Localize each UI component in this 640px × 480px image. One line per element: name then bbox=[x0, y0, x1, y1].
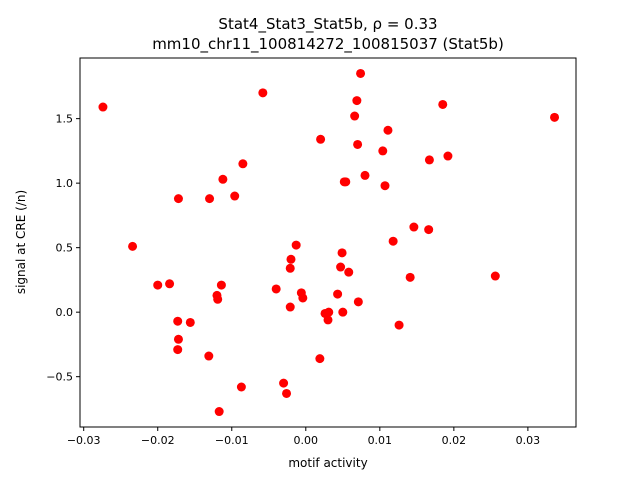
data-point-49 bbox=[383, 125, 393, 135]
data-point-43 bbox=[353, 139, 363, 149]
data-point-12 bbox=[213, 294, 223, 304]
data-point-25 bbox=[286, 254, 296, 264]
data-point-18 bbox=[214, 407, 224, 417]
data-point-58 bbox=[490, 271, 500, 281]
data-point-7 bbox=[173, 194, 183, 204]
chart-title-line2: mm10_chr11_100814272_100815037 (Stat5b) bbox=[152, 35, 504, 54]
data-point-39 bbox=[341, 177, 351, 187]
data-point-0 bbox=[98, 102, 108, 112]
data-point-17 bbox=[238, 159, 248, 169]
y-tick-label: 1.0 bbox=[56, 177, 74, 190]
y-tick-label: 0.5 bbox=[56, 242, 74, 255]
data-point-34 bbox=[333, 289, 343, 299]
x-tick-label: 0.01 bbox=[368, 434, 393, 447]
x-tick-label: 0.02 bbox=[442, 434, 467, 447]
data-point-42 bbox=[352, 96, 362, 106]
data-point-52 bbox=[405, 272, 415, 282]
data-point-22 bbox=[282, 388, 292, 398]
data-point-32 bbox=[323, 315, 333, 325]
data-point-47 bbox=[378, 146, 388, 156]
data-point-44 bbox=[353, 297, 363, 307]
data-point-23 bbox=[285, 302, 295, 312]
data-point-59 bbox=[550, 112, 560, 122]
data-point-33 bbox=[324, 307, 334, 317]
data-point-10 bbox=[205, 194, 215, 204]
data-point-14 bbox=[218, 174, 228, 184]
data-point-29 bbox=[315, 354, 325, 364]
data-point-9 bbox=[204, 351, 214, 361]
chart-title-line1: Stat4_Stat3_Stat5b, ρ = 0.33 bbox=[218, 15, 437, 34]
data-point-1 bbox=[128, 241, 138, 251]
data-point-8 bbox=[185, 317, 195, 327]
data-point-30 bbox=[316, 134, 326, 144]
data-point-40 bbox=[344, 267, 354, 277]
data-point-57 bbox=[443, 151, 453, 161]
data-point-53 bbox=[409, 222, 419, 232]
data-point-37 bbox=[338, 307, 348, 317]
data-point-4 bbox=[173, 316, 183, 326]
data-points bbox=[98, 68, 560, 417]
data-point-50 bbox=[388, 236, 398, 246]
data-point-48 bbox=[380, 181, 390, 191]
data-point-20 bbox=[271, 284, 281, 294]
data-point-28 bbox=[298, 293, 308, 303]
x-tick-label: 0.03 bbox=[516, 434, 541, 447]
x-tick-label: 0.00 bbox=[294, 434, 319, 447]
y-tick-label: 0.0 bbox=[56, 306, 74, 319]
data-point-46 bbox=[360, 170, 370, 180]
data-point-6 bbox=[173, 345, 183, 355]
data-point-45 bbox=[356, 68, 366, 78]
y-tick-label: 1.5 bbox=[56, 113, 74, 126]
data-point-56 bbox=[438, 99, 448, 109]
data-point-54 bbox=[424, 225, 434, 235]
data-point-51 bbox=[394, 320, 404, 330]
x-tick-label: −0.02 bbox=[141, 434, 175, 447]
plot-area bbox=[80, 58, 576, 427]
data-point-2 bbox=[153, 280, 163, 290]
data-point-16 bbox=[236, 382, 246, 392]
y-axis-label: signal at CRE (/n) bbox=[14, 190, 28, 294]
data-point-15 bbox=[230, 191, 240, 201]
data-point-24 bbox=[285, 263, 295, 273]
data-point-35 bbox=[336, 262, 346, 272]
data-point-36 bbox=[337, 248, 347, 258]
data-point-55 bbox=[424, 155, 434, 165]
data-point-5 bbox=[173, 334, 183, 344]
data-point-41 bbox=[350, 111, 360, 121]
data-point-19 bbox=[258, 88, 268, 98]
x-tick-label: −0.01 bbox=[215, 434, 249, 447]
y-tick-label: −0.5 bbox=[46, 371, 73, 384]
x-axis-label: motif activity bbox=[288, 456, 367, 470]
data-point-13 bbox=[216, 280, 226, 290]
data-point-3 bbox=[165, 279, 175, 289]
x-axis-ticks: −0.03 −0.02 −0.01 0.00 0.01 0.02 0.03 bbox=[67, 427, 540, 447]
x-tick-label: −0.03 bbox=[67, 434, 101, 447]
data-point-21 bbox=[279, 378, 289, 388]
y-axis-ticks: −0.5 0.0 0.5 1.0 1.5 bbox=[46, 113, 80, 384]
plot-frame bbox=[79, 57, 577, 428]
data-point-26 bbox=[291, 240, 301, 250]
